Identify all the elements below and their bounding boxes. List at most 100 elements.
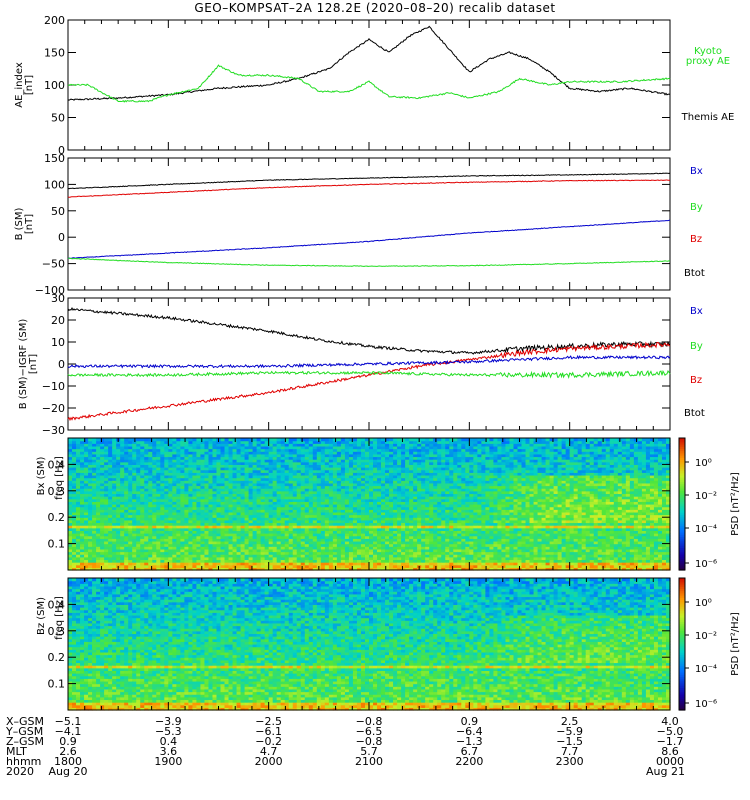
spectrogram-cell bbox=[116, 530, 121, 534]
spectrogram-cell bbox=[192, 514, 198, 518]
spectrogram-cell bbox=[108, 556, 113, 561]
spectrogram-cell bbox=[288, 535, 294, 539]
spectrogram-cell bbox=[136, 448, 141, 452]
spectrogram-cell bbox=[264, 551, 270, 555]
spectrogram-cell bbox=[136, 509, 141, 513]
spectrogram-cell bbox=[152, 527, 157, 531]
spectrogram-cell bbox=[232, 477, 238, 481]
spectrogram-cell bbox=[248, 504, 254, 508]
spectrogram-cell bbox=[268, 490, 274, 495]
spectrogram-cell bbox=[236, 564, 242, 568]
spectrogram-cell bbox=[200, 464, 206, 468]
spectrogram-cell bbox=[76, 543, 81, 547]
spectrogram-cell bbox=[200, 453, 206, 458]
spectrogram-cell bbox=[244, 488, 250, 492]
spectrogram-cell bbox=[196, 464, 202, 468]
spectrogram-cell bbox=[68, 493, 73, 497]
spectrogram-cell bbox=[228, 517, 234, 521]
spectrogram-cell bbox=[116, 511, 121, 516]
spectrogram-cell bbox=[260, 464, 266, 468]
spectrogram-cell bbox=[260, 488, 266, 492]
spectrogram-cell bbox=[80, 509, 85, 513]
spectrogram-cell bbox=[268, 501, 274, 505]
spectrogram-cell bbox=[208, 551, 214, 555]
spectrogram-cell bbox=[144, 488, 149, 492]
spectrogram-cell bbox=[284, 548, 290, 553]
spectrogram-cell bbox=[224, 554, 230, 558]
spectrogram-cell bbox=[256, 469, 262, 473]
spectrogram-cell bbox=[172, 564, 177, 568]
spectrogram-cell bbox=[120, 440, 125, 444]
y-axis-label: B (SM) [nT] bbox=[14, 207, 35, 240]
spectrogram-cell bbox=[88, 548, 93, 553]
spectrogram-cell bbox=[284, 440, 290, 444]
spectrogram-cell bbox=[200, 562, 206, 566]
spectrogram-cell bbox=[128, 546, 133, 550]
spectrogram-cell bbox=[192, 506, 198, 510]
spectrogram-cell bbox=[216, 501, 222, 505]
spectrogram-cell bbox=[224, 530, 230, 534]
spectrogram-cell bbox=[92, 519, 97, 524]
spectrogram-cell bbox=[168, 488, 173, 492]
spectrogram-cell bbox=[176, 551, 181, 555]
spectrogram-cell bbox=[128, 448, 133, 452]
spectrogram-cell bbox=[108, 496, 113, 500]
spectrogram-cell bbox=[260, 448, 266, 452]
spectrogram-cell bbox=[148, 535, 153, 539]
spectrogram-cell bbox=[228, 440, 234, 444]
spectrogram-cell bbox=[240, 517, 246, 521]
spectrogram-cell bbox=[256, 527, 262, 531]
spectrogram-cell bbox=[124, 440, 129, 444]
spectrogram-cell bbox=[136, 554, 141, 558]
spectrogram-cell bbox=[88, 562, 93, 566]
spectrogram-cell bbox=[272, 488, 278, 492]
spectrogram-cell bbox=[196, 461, 202, 465]
spectrogram-cell bbox=[96, 514, 101, 518]
spectrogram-cell bbox=[100, 548, 105, 553]
spectrogram-cell bbox=[280, 501, 286, 505]
spectrogram-cell bbox=[108, 548, 113, 553]
spectrogram-cell bbox=[172, 559, 177, 563]
spectrogram-cell bbox=[244, 527, 250, 531]
spectrogram-cell bbox=[88, 485, 93, 489]
spectrogram-cell bbox=[104, 482, 109, 487]
y-tick-label: 150 bbox=[44, 152, 65, 165]
spectrogram-cell bbox=[156, 451, 161, 455]
spectrogram-cell bbox=[160, 522, 165, 526]
spectrogram-cell bbox=[212, 498, 218, 502]
spectrogram-cell bbox=[196, 451, 202, 455]
spectrogram-cell bbox=[200, 546, 206, 550]
spectrogram-cell bbox=[120, 511, 125, 516]
spectrogram-cell bbox=[80, 525, 85, 529]
spectrogram-cell bbox=[124, 461, 129, 465]
spectrogram-cell bbox=[248, 477, 254, 481]
spectrogram-cell bbox=[68, 469, 73, 473]
spectrogram-cell bbox=[288, 501, 294, 505]
spectrogram-cell bbox=[272, 538, 278, 542]
spectrogram-cell bbox=[288, 456, 294, 460]
spectrogram-cell bbox=[116, 527, 121, 531]
spectrogram-cell bbox=[224, 519, 230, 524]
spectrogram-cell bbox=[156, 564, 161, 568]
spectrogram-cell bbox=[80, 438, 85, 442]
spectrogram-cell bbox=[140, 493, 145, 497]
spectrogram-cell bbox=[116, 453, 121, 458]
spectrogram-cell bbox=[140, 562, 145, 566]
spectrogram-cell bbox=[100, 440, 105, 444]
spectrogram-cell bbox=[80, 461, 85, 465]
spectrogram-cell bbox=[192, 453, 198, 458]
spectrogram-cell bbox=[116, 451, 121, 455]
spectrogram-cell bbox=[112, 464, 117, 468]
spectrogram-cell bbox=[248, 472, 254, 476]
spectrogram-cell bbox=[272, 485, 278, 489]
spectrogram-cell bbox=[100, 511, 105, 516]
spectrogram-cell bbox=[260, 533, 266, 537]
spectrogram-cell bbox=[152, 517, 157, 521]
spectrogram-cell bbox=[92, 448, 97, 452]
spectrogram-cell bbox=[136, 498, 141, 502]
spectrogram-cell bbox=[244, 453, 250, 458]
spectrogram-cell bbox=[276, 496, 282, 500]
spectrogram-cell bbox=[172, 525, 177, 529]
spectrogram-cell bbox=[176, 496, 181, 500]
spectrogram-cell bbox=[180, 496, 185, 500]
